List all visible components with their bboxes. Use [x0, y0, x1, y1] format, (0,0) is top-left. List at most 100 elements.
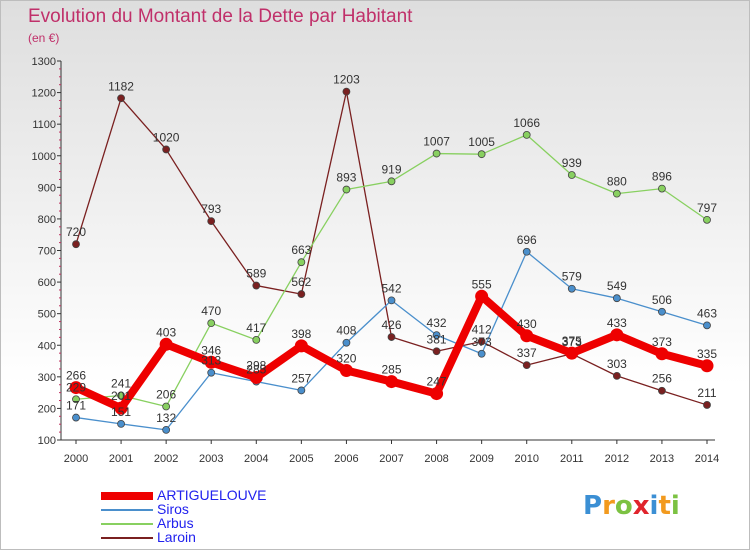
legend-swatch — [101, 509, 153, 511]
x-tick-label: 2000 — [64, 453, 88, 465]
y-tick-label: 100 — [38, 435, 56, 447]
series-laroin — [72, 87, 711, 409]
data-label: 1005 — [468, 135, 495, 149]
y-tick-label: 300 — [38, 372, 56, 384]
data-point — [69, 381, 83, 395]
legend-label: Laroin — [157, 529, 196, 545]
data-point — [385, 375, 398, 389]
data-label: 1203 — [333, 73, 360, 87]
x-tick-label: 2008 — [424, 453, 448, 465]
data-label: 201 — [111, 389, 131, 403]
data-point — [252, 281, 261, 290]
logo-letter: x — [632, 491, 650, 521]
data-point — [475, 289, 489, 303]
data-label: 433 — [607, 316, 627, 330]
data-point — [162, 402, 171, 411]
data-label: 171 — [66, 399, 86, 413]
data-point — [72, 395, 80, 404]
data-label: 151 — [111, 405, 131, 419]
x-tick-label: 2005 — [289, 453, 313, 465]
data-label: 663 — [291, 243, 311, 257]
y-tick-label: 800 — [38, 214, 56, 226]
data-label: 542 — [381, 281, 401, 295]
y-tick-label: 900 — [38, 182, 56, 194]
logo-letter: P — [583, 491, 603, 521]
data-point — [432, 331, 441, 340]
data-label: 211 — [697, 386, 716, 400]
data-point — [159, 337, 173, 351]
data-label: 430 — [517, 317, 537, 331]
data-label: 793 — [201, 202, 221, 216]
data-label: 797 — [697, 201, 717, 215]
data-point — [703, 321, 711, 330]
data-label: 403 — [156, 325, 176, 339]
legend-label: Arbus — [157, 515, 194, 531]
data-point — [294, 339, 308, 353]
data-label: 919 — [381, 162, 401, 176]
data-point — [117, 391, 125, 400]
data-point — [655, 347, 669, 361]
data-label: 257 — [291, 371, 311, 385]
data-label: 408 — [336, 324, 356, 338]
legend-swatch — [101, 492, 153, 500]
data-label: 1182 — [108, 79, 134, 93]
data-label: 432 — [427, 316, 447, 330]
data-point — [204, 355, 218, 369]
data-label: 373 — [472, 335, 492, 349]
data-point — [249, 370, 263, 384]
legend-label: ARTIGUELOUVE — [157, 487, 267, 503]
data-label: 880 — [607, 175, 627, 189]
data-label: 298 — [246, 358, 266, 372]
y-tick-label: 400 — [38, 340, 56, 352]
data-point — [520, 329, 534, 343]
data-label: 896 — [652, 170, 672, 184]
data-label: 241 — [111, 376, 131, 390]
data-point — [612, 294, 621, 303]
data-point — [610, 328, 624, 342]
data-point — [297, 258, 306, 267]
data-label: 320 — [336, 352, 356, 366]
data-label: 1007 — [423, 135, 450, 149]
data-label: 1020 — [153, 130, 180, 144]
data-point — [565, 346, 579, 360]
series-layer — [69, 87, 714, 434]
data-label: 132 — [156, 411, 176, 425]
data-point — [297, 290, 306, 298]
data-label: 506 — [652, 293, 672, 307]
data-label: 549 — [607, 279, 627, 293]
data-point — [432, 347, 441, 356]
data-point — [612, 189, 621, 198]
data-point — [117, 419, 125, 428]
data-point — [162, 425, 171, 434]
proxiti-logo: Proxiti — [583, 491, 680, 521]
y-tick-label: 500 — [38, 309, 56, 321]
legend-swatch — [101, 537, 153, 539]
data-point — [342, 87, 351, 96]
legend-swatch — [101, 523, 153, 525]
data-point — [477, 337, 486, 346]
data-label: 285 — [381, 363, 401, 377]
x-tick-label: 2004 — [244, 453, 268, 465]
series-arbus — [72, 131, 711, 411]
data-point — [432, 149, 441, 158]
data-label: 256 — [652, 372, 672, 386]
y-tick-label: 700 — [38, 246, 56, 258]
logo-letter: i — [649, 491, 659, 521]
series-siros — [72, 247, 711, 434]
data-point — [114, 401, 128, 415]
data-point — [567, 284, 576, 293]
data-label: 939 — [562, 156, 582, 170]
data-point — [387, 333, 396, 341]
y-tick-label: 1000 — [32, 151, 56, 163]
x-tick-label: 2013 — [650, 453, 674, 465]
data-point — [430, 387, 444, 401]
data-label: 1066 — [513, 116, 540, 130]
data-label: 206 — [156, 388, 176, 402]
data-label: 337 — [517, 346, 537, 360]
x-tick-label: 2009 — [469, 453, 493, 465]
logo-letter: r — [602, 491, 615, 521]
x-tick-label: 2012 — [605, 453, 629, 465]
data-point — [207, 217, 216, 226]
data-label: 381 — [427, 332, 447, 346]
